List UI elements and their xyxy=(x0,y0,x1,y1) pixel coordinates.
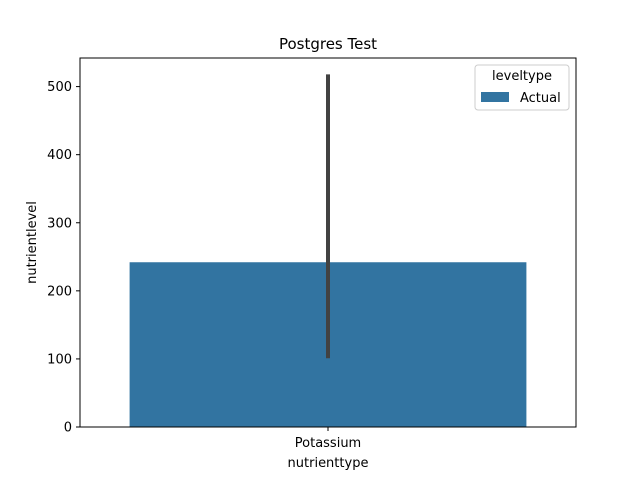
legend-swatch xyxy=(481,92,509,102)
y-tick-label: 0 xyxy=(64,421,72,436)
chart-title: Postgres Test xyxy=(279,35,377,53)
y-tick-label: 100 xyxy=(47,352,72,367)
y-axis: 0 100 200 300 400 500 xyxy=(47,80,80,436)
y-tick-label: 300 xyxy=(47,216,72,231)
legend: leveltype Actual xyxy=(474,64,570,111)
y-tick-label: 500 xyxy=(47,80,72,95)
legend-title: leveltype xyxy=(492,69,552,84)
y-axis-label: nutrientlevel xyxy=(25,201,40,284)
x-tick-label: Potassium xyxy=(295,436,361,451)
x-axis: Potassium xyxy=(295,427,361,451)
y-tick-label: 400 xyxy=(47,148,72,163)
y-tick-label: 200 xyxy=(47,284,72,299)
legend-label: Actual xyxy=(520,91,561,106)
x-axis-label: nutrienttype xyxy=(288,456,369,471)
